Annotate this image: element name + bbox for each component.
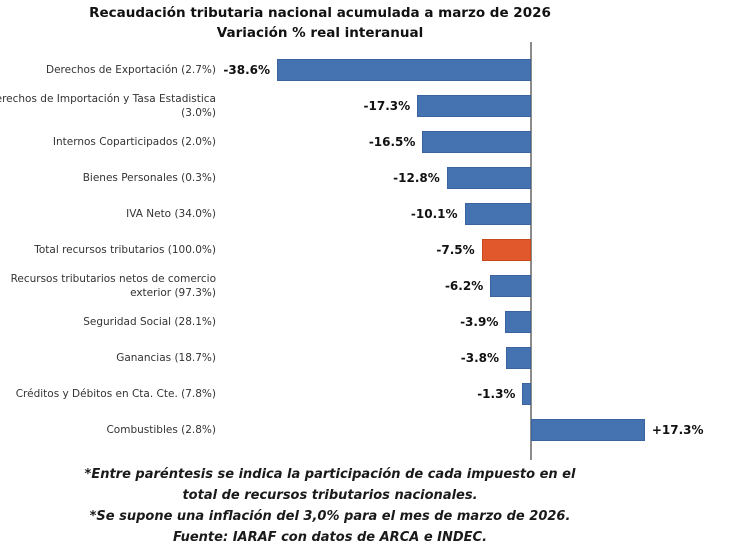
bar-value-label: -16.5% xyxy=(368,135,416,149)
footnotes: *Entre paréntesis se indica la participa… xyxy=(0,464,660,548)
bar-value-label: -7.5% xyxy=(436,243,475,257)
category-label: Derechos de Exportación (2.7%) xyxy=(46,63,216,76)
footnote-line-1: *Entre paréntesis se indica la participa… xyxy=(84,467,576,482)
category-label: Total recursos tributarios (100.0%) xyxy=(34,243,216,256)
bar xyxy=(522,383,531,405)
bar xyxy=(505,311,531,333)
bar xyxy=(490,275,531,297)
bar-value-label: -38.6% xyxy=(223,63,271,77)
bar-value-label: +17.3% xyxy=(651,423,704,437)
bar-value-label: -12.8% xyxy=(393,171,440,185)
bar-value-label: -17.3% xyxy=(363,99,411,113)
bar xyxy=(446,167,531,189)
bar xyxy=(464,203,531,225)
category-label: Recursos tributarios netos de comercio e… xyxy=(10,272,216,299)
category-label: Combustibles (2.8%) xyxy=(106,423,216,436)
category-label: Ganancias (18.7%) xyxy=(116,351,216,364)
bar-value-label: -3.8% xyxy=(460,351,499,365)
bar xyxy=(531,419,645,441)
bar xyxy=(277,59,531,81)
chart-title-line1: Recaudación tributaria nacional acumulad… xyxy=(89,5,551,21)
category-label: Créditos y Débitos en Cta. Cte. (7.8%) xyxy=(15,387,216,400)
category-label: Internos Coparticipados (2.0%) xyxy=(52,135,216,148)
category-label: Bienes Personales (0.3%) xyxy=(82,171,216,184)
chart-title-line2: Variación % real interanual xyxy=(216,25,424,41)
category-label: Derechos de Importación y Tasa Estadisti… xyxy=(0,92,216,119)
bar-value-label: -10.1% xyxy=(410,207,458,221)
bar-value-label: -3.9% xyxy=(460,315,499,329)
highlight-bar xyxy=(481,239,531,261)
category-label: IVA Neto (34.0%) xyxy=(126,207,216,220)
bar-value-label: -1.3% xyxy=(477,387,516,401)
bar-chart: Derechos de Exportación (2.7%) -38.6% Dere… xyxy=(0,42,704,460)
bar xyxy=(422,131,531,153)
bar-value-label: -6.2% xyxy=(444,279,484,293)
bar xyxy=(505,347,531,369)
category-label: Seguridad Social (28.1%) xyxy=(83,315,216,328)
chart-title: Recaudación tributaria nacional acumulad… xyxy=(0,3,640,43)
footnote-line-3: *Se supone una inflación del 3,0% para e… xyxy=(89,509,571,524)
footnote-line-4: Fuente: IARAF con datos de ARCA e INDEC. xyxy=(172,530,488,545)
zero-axis-line xyxy=(530,42,532,460)
footnote-line-2: total de recursos tributarios nacionales… xyxy=(182,488,478,503)
bar xyxy=(417,95,531,117)
